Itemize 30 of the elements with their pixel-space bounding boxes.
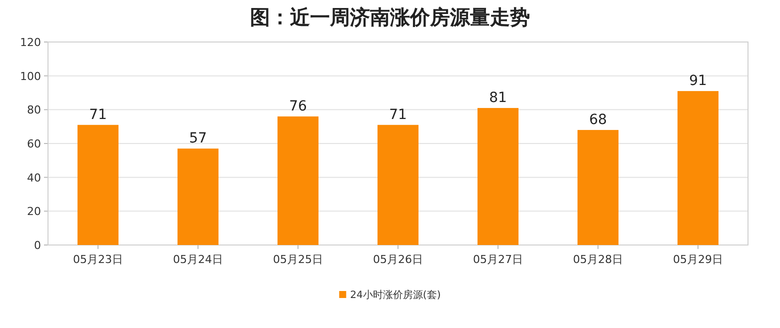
bar	[378, 124, 418, 245]
bar	[478, 108, 518, 245]
bar	[178, 148, 218, 245]
x-tick-label: 05月23日	[73, 253, 123, 266]
chart-title: 图：近一周济南涨价房源量走势	[250, 5, 530, 29]
bar	[678, 91, 718, 245]
data-label: 71	[389, 106, 407, 123]
x-tick-label: 05月26日	[373, 253, 423, 266]
x-tick-label: 05月24日	[173, 253, 223, 266]
y-tick-label: 20	[27, 205, 41, 218]
y-tick-label: 120	[20, 36, 41, 49]
bar	[78, 124, 118, 245]
legend-label: 24小时涨价房源(套)	[350, 289, 441, 301]
data-label: 81	[489, 90, 507, 106]
y-tick-label: 40	[27, 171, 41, 184]
x-tick-label: 05月25日	[273, 253, 323, 266]
data-label: 91	[689, 73, 707, 90]
data-label: 71	[89, 106, 107, 123]
data-label: 57	[189, 130, 207, 147]
bar	[278, 116, 318, 245]
data-label: 68	[589, 112, 607, 128]
x-tick-label: 05月29日	[673, 253, 723, 266]
data-label: 76	[289, 98, 307, 114]
y-tick-label: 60	[27, 138, 41, 150]
x-tick-label: 05月27日	[473, 253, 523, 266]
y-tick-label: 80	[27, 104, 41, 117]
x-tick-label: 05月28日	[573, 253, 623, 266]
y-tick-label: 0	[34, 239, 41, 252]
y-tick-label: 100	[20, 70, 41, 83]
bar	[578, 130, 618, 245]
